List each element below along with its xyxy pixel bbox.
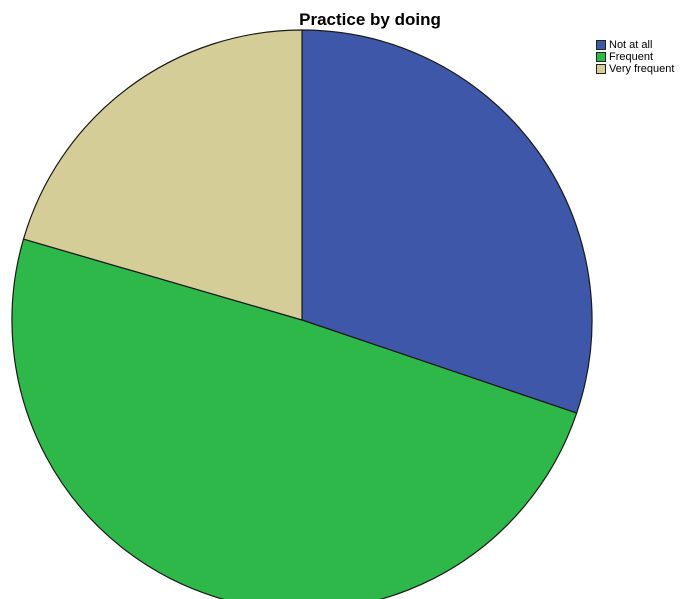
legend-item-very-frequent: Very frequent xyxy=(596,63,674,75)
legend-swatch-very-frequent xyxy=(596,64,606,74)
pie-slice-frequent xyxy=(11,238,578,599)
pie-slice-very-frequent xyxy=(22,29,303,321)
pie-slice-not-at-all xyxy=(301,29,593,414)
legend-item-frequent: Frequent xyxy=(596,51,674,63)
legend-swatch-frequent xyxy=(596,52,606,62)
legend-label-frequent: Frequent xyxy=(609,51,654,63)
legend-label-very-frequent: Very frequent xyxy=(609,63,675,75)
chart-title: Practice by doing xyxy=(299,10,441,29)
legend-swatch-not-at-all xyxy=(596,40,606,50)
legend-item-not-at-all: Not at all xyxy=(596,39,674,51)
legend: Not at all Frequent Very frequent xyxy=(596,39,674,75)
legend-label-not-at-all: Not at all xyxy=(609,39,653,51)
